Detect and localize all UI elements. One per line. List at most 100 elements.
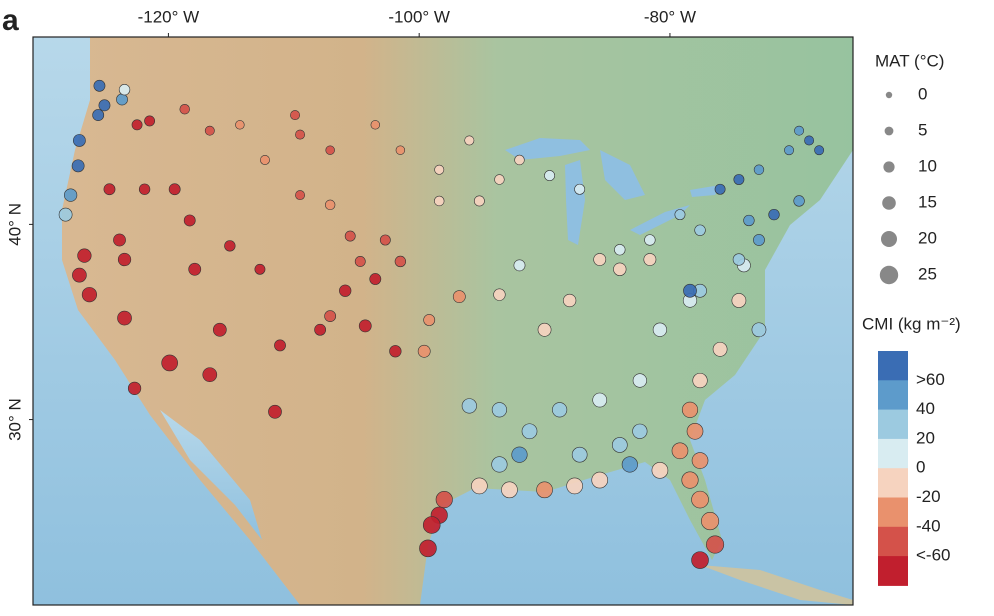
cmi-legend-title: CMI (kg m⁻²) <box>862 314 961 333</box>
cmi-swatch <box>878 556 908 586</box>
map-frame <box>32 36 854 606</box>
site-point <box>354 256 366 267</box>
site-point <box>72 267 87 283</box>
site-point <box>93 79 106 92</box>
site-point <box>324 310 337 323</box>
site-point <box>491 402 508 418</box>
site-point <box>295 190 306 201</box>
site-point <box>768 208 780 221</box>
cmi-legend-label: <-60 <box>916 546 951 565</box>
site-point <box>537 322 552 337</box>
site-point <box>435 491 453 509</box>
site-point <box>491 456 508 473</box>
site-point <box>521 423 538 440</box>
y-tick-label: 30° N <box>5 398 24 441</box>
cmi-swatch <box>878 468 908 498</box>
cmi-swatch <box>878 409 908 440</box>
site-point <box>144 115 156 127</box>
mat-legend-symbol <box>884 126 894 136</box>
cmi-legend-label: -40 <box>916 516 941 535</box>
site-point <box>358 319 372 333</box>
site-point <box>116 93 128 106</box>
lake-huron <box>600 150 645 200</box>
site-point <box>652 322 668 337</box>
mat-legend-label: 25 <box>918 264 937 283</box>
cmi-swatch <box>878 380 908 411</box>
site-point <box>417 344 431 358</box>
site-point <box>63 188 78 202</box>
site-point <box>566 477 583 495</box>
site-point <box>434 164 445 175</box>
site-point <box>138 183 151 195</box>
site-point <box>58 207 73 222</box>
site-point <box>544 170 555 182</box>
site-point <box>131 119 143 131</box>
mat-legend-symbol <box>882 196 896 210</box>
x-tick-label: -120° W <box>138 7 200 26</box>
site-point <box>452 290 466 303</box>
cmi-legend-label: 40 <box>916 399 935 418</box>
lake-ontario <box>690 185 720 197</box>
cmi-legend-label: >60 <box>916 370 945 389</box>
site-point <box>691 551 709 569</box>
mat-legend-symbol <box>883 161 895 173</box>
site-point <box>314 323 327 336</box>
site-point <box>254 263 266 275</box>
site-point <box>98 99 111 112</box>
site-point <box>395 145 406 155</box>
site-point <box>733 174 745 185</box>
site-point <box>212 322 227 337</box>
mat-legend-title: MAT (°C) <box>875 51 944 70</box>
site-point <box>613 262 627 276</box>
site-point <box>731 293 747 308</box>
site-point <box>260 155 270 165</box>
site-point <box>339 284 352 297</box>
site-point <box>614 244 626 256</box>
site-point <box>117 310 132 326</box>
site-point <box>161 354 178 372</box>
x-tick-label: -80° W <box>644 7 696 26</box>
site-point <box>274 339 286 352</box>
site-point <box>344 230 356 242</box>
site-point <box>224 240 236 252</box>
site-point <box>621 456 638 473</box>
site-point <box>295 129 306 140</box>
site-point <box>692 372 708 389</box>
mat-legend-symbol <box>879 265 899 285</box>
site-point <box>632 373 647 388</box>
site-point <box>632 423 648 439</box>
site-point <box>461 398 477 414</box>
site-point <box>593 253 607 266</box>
cmi-swatch <box>878 497 908 528</box>
site-point <box>794 125 805 136</box>
site-point <box>434 195 445 207</box>
x-tick-label: -100° W <box>388 7 450 26</box>
site-point <box>113 233 126 247</box>
site-point <box>183 214 196 227</box>
mat-legend-label: 0 <box>918 84 927 103</box>
site-point <box>168 183 181 196</box>
cmi-swatch <box>878 526 908 557</box>
site-point <box>814 145 825 156</box>
site-point <box>117 252 132 267</box>
land <box>62 37 853 605</box>
site-point <box>686 422 704 440</box>
site-point <box>73 134 86 147</box>
site-point <box>127 381 142 395</box>
site-point <box>674 209 686 221</box>
cmi-legend-label: 0 <box>916 458 925 477</box>
site-point <box>592 392 608 408</box>
mat-legend-label: 5 <box>918 120 927 139</box>
site-point <box>103 183 116 196</box>
site-point <box>793 195 805 207</box>
site-point <box>325 145 335 155</box>
basemap <box>33 37 853 605</box>
cmi-legend-label: 20 <box>916 428 935 447</box>
site-point <box>691 490 709 509</box>
site-point <box>706 535 725 554</box>
site-point <box>681 471 699 489</box>
site-point <box>611 437 628 453</box>
site-point <box>324 199 336 211</box>
site-point <box>804 135 815 146</box>
